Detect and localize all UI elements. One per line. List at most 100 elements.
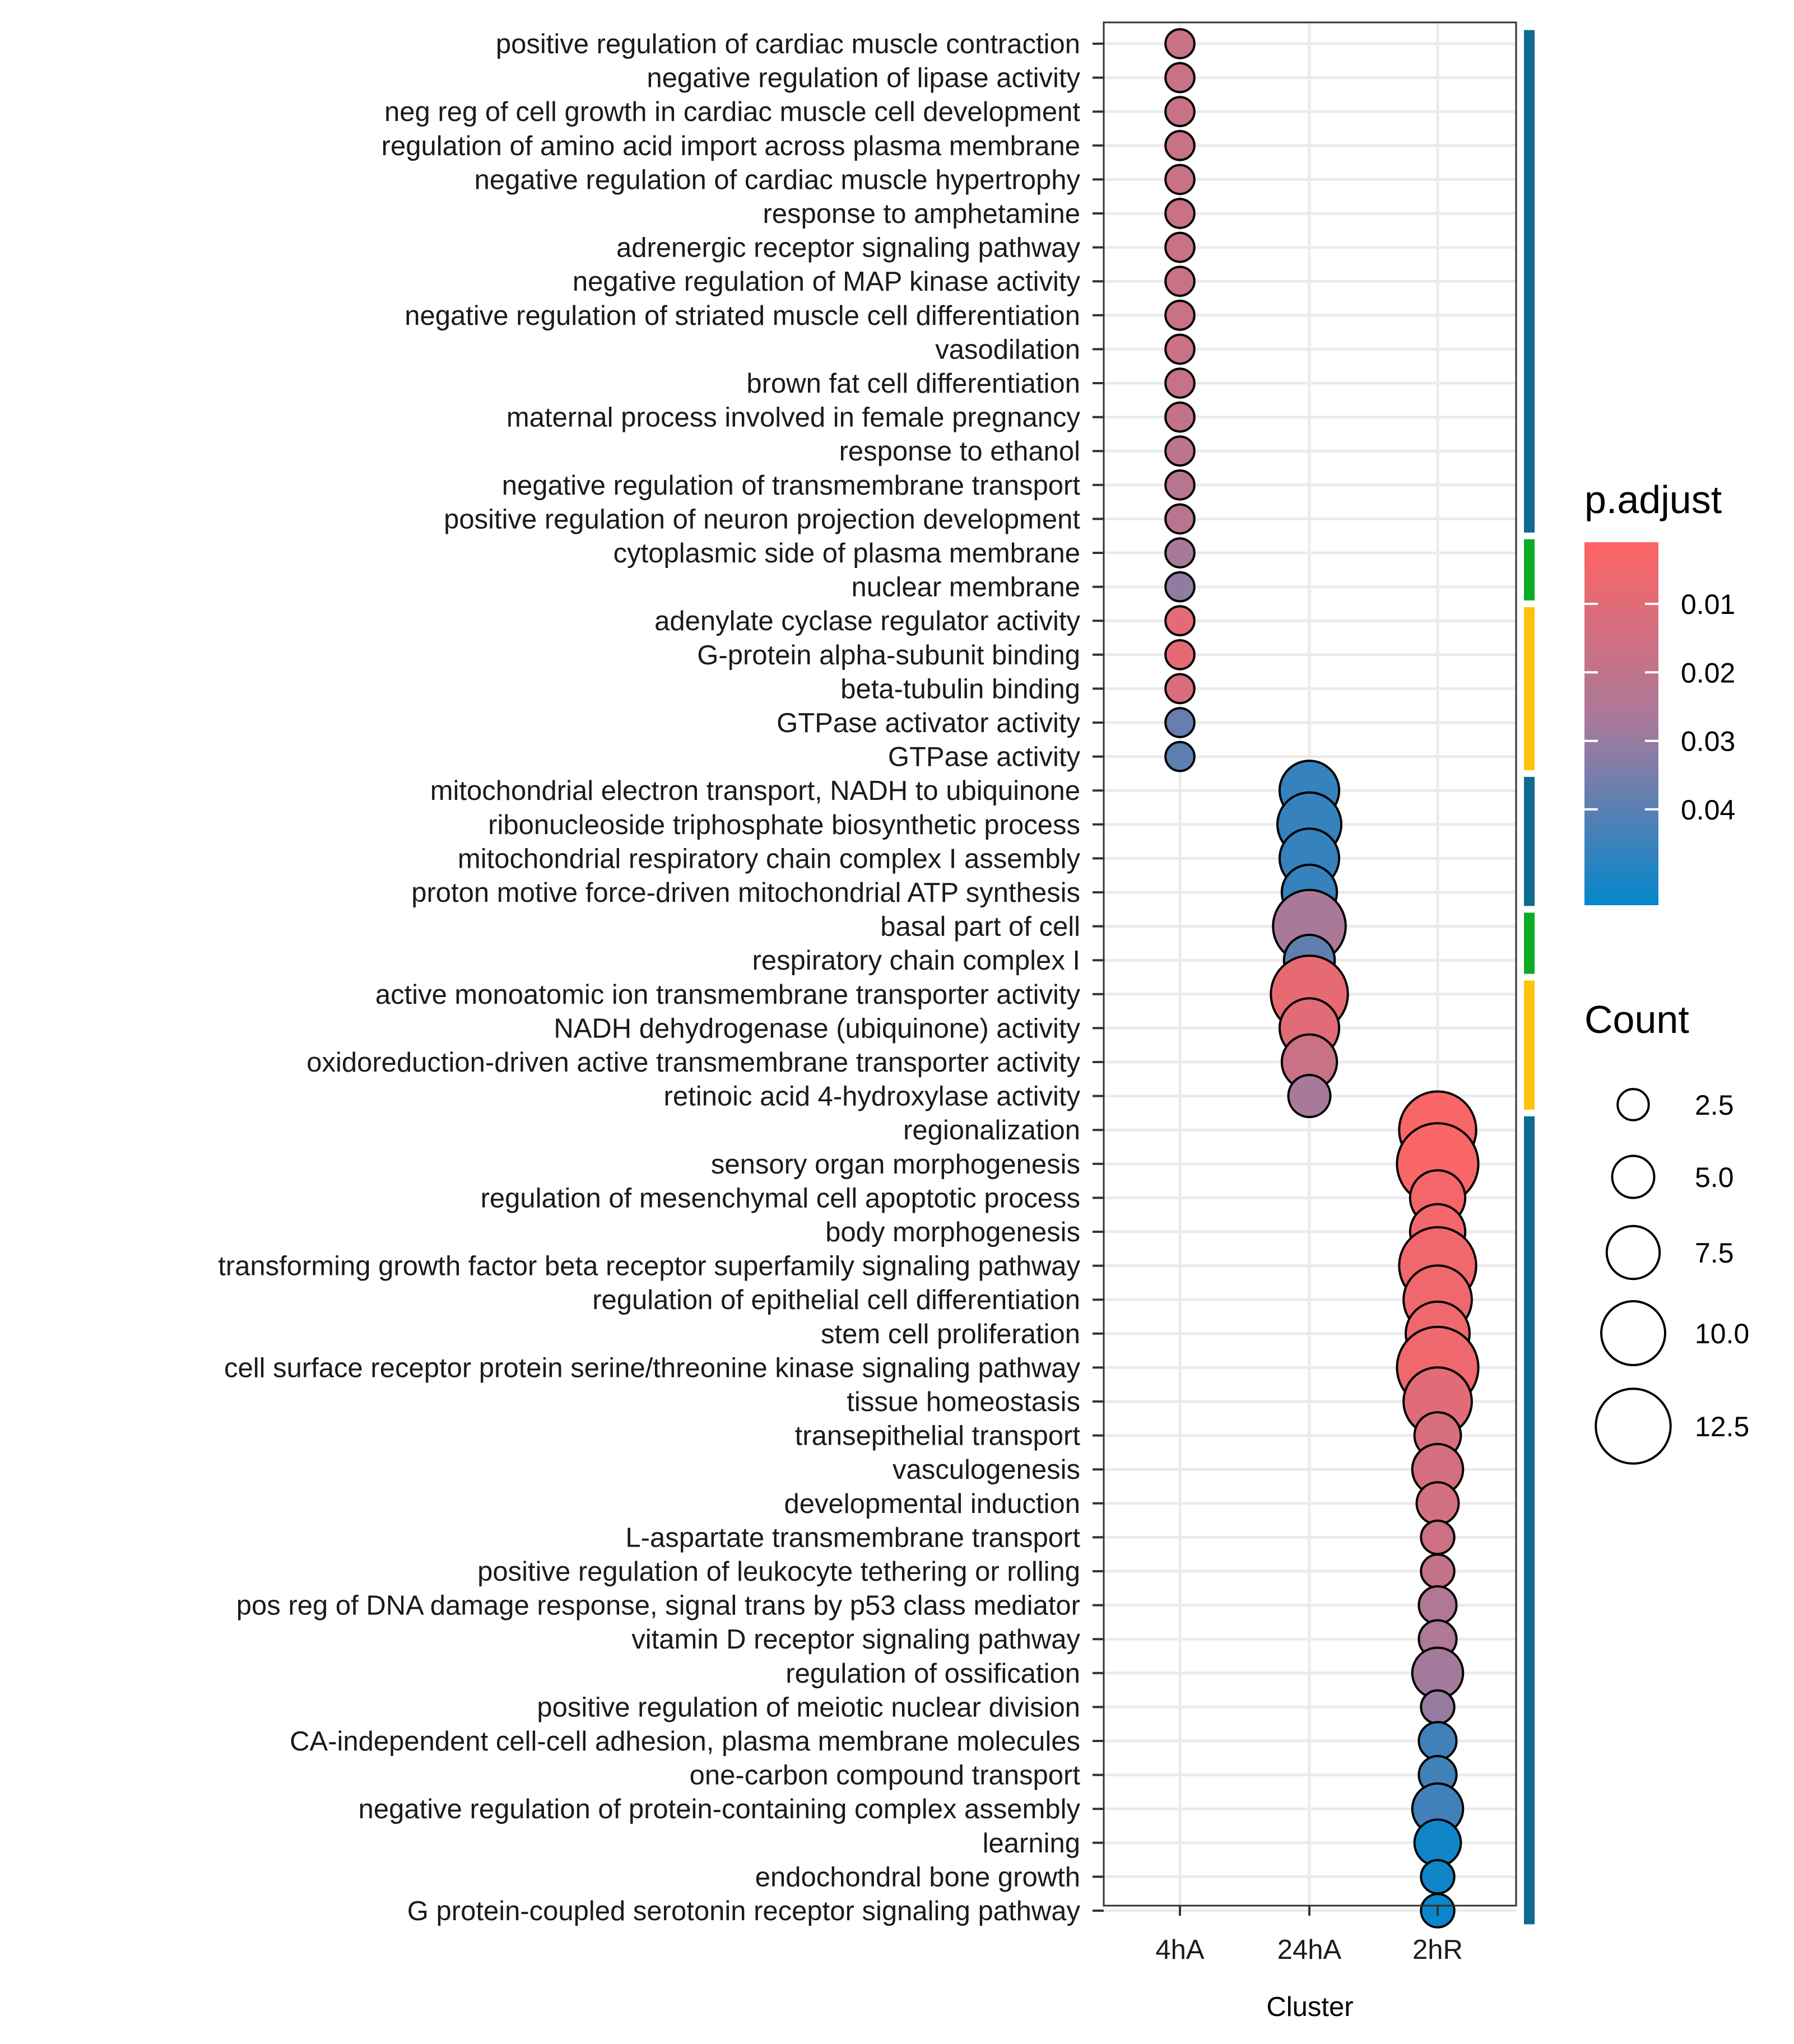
x-tick-label: 24hA bbox=[1277, 1935, 1342, 1965]
y-tick-label: cytoplasmic side of plasma membrane bbox=[614, 538, 1080, 569]
data-point bbox=[1164, 266, 1196, 297]
data-point bbox=[1164, 28, 1196, 59]
y-tick-label: regulation of ossification bbox=[786, 1659, 1080, 1689]
y-tick-label: positive regulation of neuron projection… bbox=[444, 504, 1080, 534]
data-point bbox=[1420, 1689, 1456, 1725]
y-tick-label: response to amphetamine bbox=[763, 199, 1080, 229]
x-tick-label: 4hA bbox=[1155, 1935, 1205, 1965]
data-point bbox=[1420, 1553, 1456, 1589]
y-tick-label: NADH dehydrogenase (ubiquinone) activity bbox=[554, 1013, 1080, 1044]
y-tick-label: brown fat cell differentiation bbox=[746, 369, 1080, 399]
y-tick-label: proton motive force-driven mitochondrial… bbox=[411, 878, 1080, 908]
y-tick-label: regionalization bbox=[903, 1115, 1080, 1146]
y-tick-label: nuclear membrane bbox=[851, 572, 1080, 603]
y-tick-label: vasodilation bbox=[935, 334, 1080, 365]
y-tick-label: tissue homeostasis bbox=[847, 1387, 1080, 1417]
data-point bbox=[1164, 605, 1196, 636]
data-point bbox=[1164, 571, 1196, 603]
data-point bbox=[1420, 1859, 1456, 1895]
y-tick-label: mitochondrial respiratory chain complex … bbox=[458, 844, 1081, 874]
y-tick-label: positive regulation of meiotic nuclear d… bbox=[537, 1692, 1080, 1722]
data-point bbox=[1164, 707, 1196, 738]
y-tick-label: GTPase activator activity bbox=[777, 708, 1080, 738]
side-group-bar bbox=[1524, 776, 1535, 906]
y-tick-label: negative regulation of protein-containin… bbox=[359, 1794, 1081, 1824]
y-tick-label: adenylate cyclase regulator activity bbox=[654, 606, 1080, 636]
data-point bbox=[1164, 129, 1196, 161]
y-tick-label: basal part of cell bbox=[880, 912, 1080, 942]
data-point bbox=[1164, 96, 1196, 127]
color-legend-label: 0.03 bbox=[1681, 726, 1735, 757]
side-group-bar bbox=[1524, 607, 1535, 770]
data-point bbox=[1164, 503, 1196, 535]
side-group-bar bbox=[1524, 1116, 1535, 1925]
x-axis-title: Cluster bbox=[1266, 1992, 1353, 2022]
y-tick-label: regulation of epithelial cell differenti… bbox=[592, 1285, 1080, 1315]
data-point bbox=[1164, 164, 1196, 195]
color-legend-bar bbox=[1584, 542, 1658, 905]
y-tick-label: body morphogenesis bbox=[825, 1217, 1080, 1247]
y-tick-label: G protein-coupled serotonin receptor sig… bbox=[407, 1896, 1081, 1926]
y-tick-label: transforming growth factor beta receptor… bbox=[218, 1251, 1080, 1282]
color-legend-label: 0.04 bbox=[1681, 794, 1735, 826]
side-group-bar bbox=[1524, 30, 1535, 533]
x-tick-label: 2hR bbox=[1412, 1935, 1463, 1965]
y-tick-label: stem cell proliferation bbox=[821, 1319, 1080, 1349]
size-legend-label: 7.5 bbox=[1695, 1237, 1734, 1269]
size-legend-circle bbox=[1595, 1388, 1672, 1465]
y-tick-label: endochondral bone growth bbox=[755, 1862, 1080, 1892]
y-tick-label: active monoatomic ion transmembrane tran… bbox=[375, 980, 1081, 1010]
y-tick-label: pos reg of DNA damage response, signal t… bbox=[236, 1591, 1080, 1621]
y-tick-label: vasculogenesis bbox=[893, 1455, 1080, 1485]
y-tick-label: developmental induction bbox=[784, 1489, 1080, 1519]
y-tick-label: cell surface receptor protein serine/thr… bbox=[224, 1353, 1081, 1383]
data-point bbox=[1417, 1721, 1458, 1761]
data-point bbox=[1164, 741, 1196, 772]
color-legend-title: p.adjust bbox=[1584, 478, 1722, 522]
y-tick-label: negative regulation of MAP kinase activi… bbox=[573, 267, 1081, 297]
color-legend-label: 0.01 bbox=[1681, 589, 1735, 620]
y-tick-label: negative regulation of striated muscle c… bbox=[405, 301, 1080, 331]
data-point bbox=[1164, 639, 1196, 671]
size-legend-label: 12.5 bbox=[1695, 1411, 1749, 1442]
y-tick-label: adrenergic receptor signaling pathway bbox=[616, 233, 1081, 263]
size-legend-label: 2.5 bbox=[1695, 1089, 1734, 1121]
data-point bbox=[1164, 231, 1196, 263]
y-tick-label: learning bbox=[983, 1828, 1080, 1859]
size-legend-circle bbox=[1605, 1224, 1661, 1281]
size-legend-label: 10.0 bbox=[1695, 1318, 1749, 1349]
data-point bbox=[1164, 537, 1196, 569]
size-legend-circle bbox=[1600, 1300, 1666, 1366]
data-point bbox=[1164, 62, 1196, 94]
y-tick-label: GTPase activity bbox=[888, 742, 1081, 772]
y-tick-label: beta-tubulin binding bbox=[840, 674, 1080, 704]
size-legend-label: 5.0 bbox=[1695, 1162, 1734, 1193]
side-group-bar bbox=[1524, 912, 1535, 974]
y-tick-label: ribonucleoside triphosphate biosynthetic… bbox=[488, 810, 1080, 840]
size-legend-circle bbox=[1616, 1088, 1650, 1121]
y-tick-label: one-carbon compound transport bbox=[690, 1761, 1081, 1791]
y-tick-label: G-protein alpha-subunit binding bbox=[697, 640, 1080, 671]
side-group-bar bbox=[1524, 539, 1535, 600]
data-point bbox=[1415, 1481, 1460, 1526]
data-point bbox=[1417, 1585, 1458, 1626]
y-tick-label: respiratory chain complex I bbox=[752, 946, 1080, 976]
y-tick-label: maternal process involved in female preg… bbox=[506, 403, 1081, 433]
y-tick-label: sensory organ morphogenesis bbox=[711, 1149, 1080, 1180]
data-point bbox=[1164, 401, 1196, 433]
size-legend-title: Count bbox=[1584, 998, 1689, 1041]
data-point bbox=[1164, 333, 1196, 365]
data-point bbox=[1164, 367, 1196, 399]
y-tick-label: transepithelial transport bbox=[795, 1421, 1081, 1451]
y-tick-label: positive regulation of leukocyte tetheri… bbox=[477, 1557, 1080, 1587]
data-point bbox=[1287, 1074, 1332, 1119]
y-tick-label: negative regulation of cardiac muscle hy… bbox=[475, 165, 1081, 195]
data-point bbox=[1164, 673, 1196, 705]
y-tick-label: vitamin D receptor signaling pathway bbox=[631, 1624, 1080, 1655]
color-legend-label: 0.02 bbox=[1681, 657, 1735, 688]
data-point bbox=[1164, 300, 1196, 331]
data-point bbox=[1420, 1519, 1456, 1556]
size-legend-circle bbox=[1611, 1154, 1656, 1199]
